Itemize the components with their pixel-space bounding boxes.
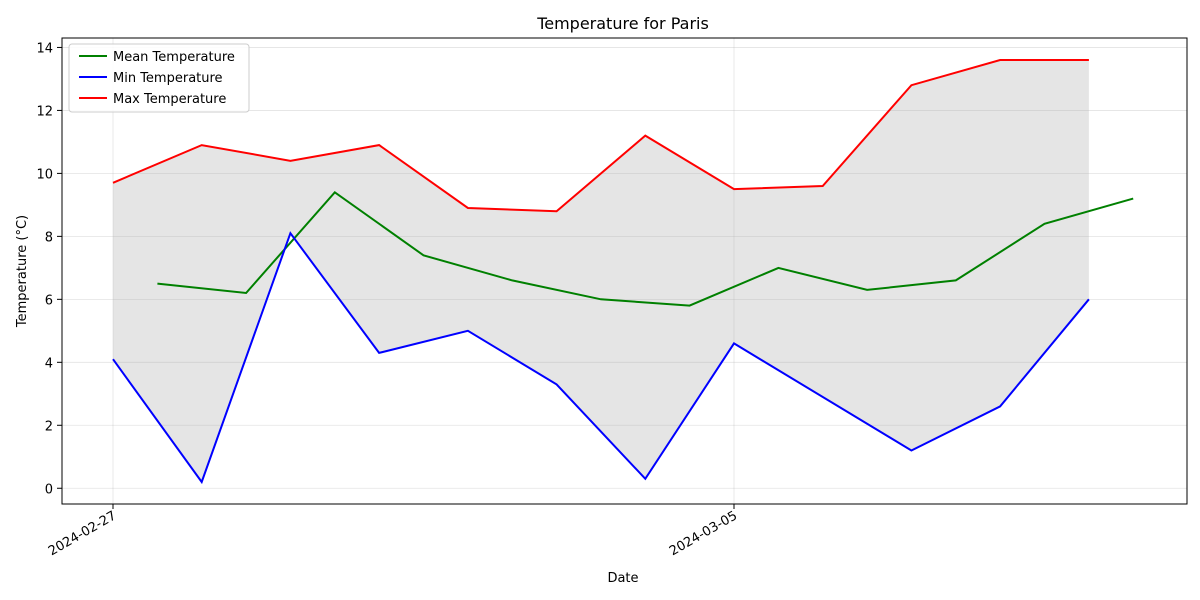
y-axis-label: Temperature (°C) [15,215,30,328]
y-tick-label: 4 [45,356,53,371]
y-tick-label: 10 [36,167,53,182]
legend: Mean Temperature Min Temperature Max Tempe… [68,43,250,113]
legend-entry-label: Mean Temperature [113,50,235,65]
x-tick-label: 2024-03-05 [667,508,740,559]
chart-title: Temperature for Paris [536,14,709,33]
y-tick-label: 12 [36,104,53,119]
y-tick-label: 2 [45,419,53,434]
legend-entry-label: Max Temperature [113,92,226,107]
y-tick-label: 14 [36,41,53,56]
y-tick-label: 6 [45,293,53,308]
min-max-band-layer [113,60,1089,482]
max-temperatureline [112,59,1089,213]
y-tick-label: 0 [45,482,53,497]
x-axis-label: Date [607,571,638,586]
x-tick-label: 2024-02-27 [46,508,119,559]
y-tick-label: 8 [45,230,53,245]
plot-frame [61,37,1188,505]
series-layer [112,59,1134,485]
grid-layer [62,38,1187,504]
min-temperatureline [112,231,1090,485]
legend-box [68,43,250,113]
mean-temperatureline [157,190,1134,307]
legend-entry-label: Min Temperature [113,71,223,86]
min-max-band [113,60,1089,482]
